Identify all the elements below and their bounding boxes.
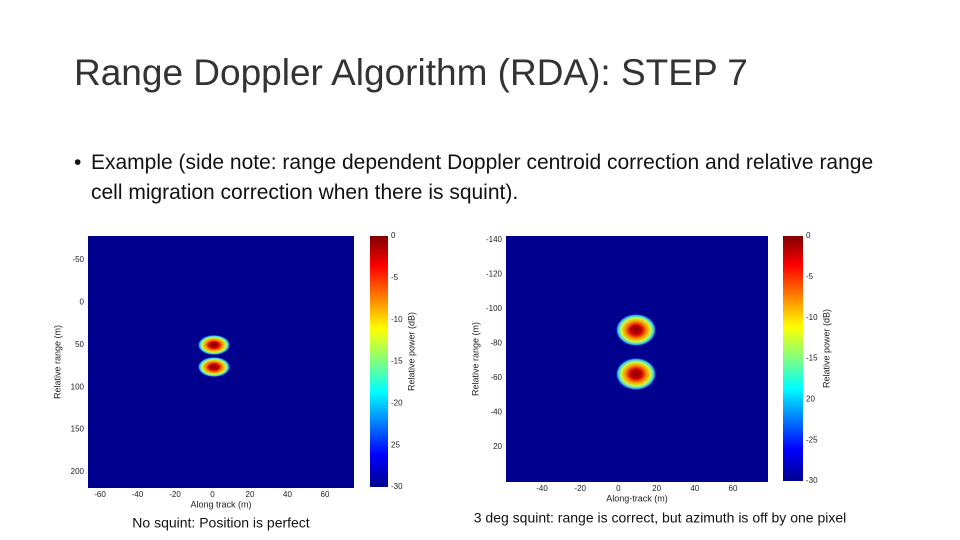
colorbar-tick-label: -10 [806, 313, 818, 322]
y-axis-label: Relative range (m) [470, 322, 480, 396]
x-tick-label: 20 [652, 484, 661, 493]
x-axis-label: Along-track (m) [606, 493, 668, 503]
y-tick-label: 50 [75, 340, 84, 349]
colorbar-tick-label: -10 [391, 315, 403, 324]
y-axis-label: Relative range (m) [52, 325, 62, 399]
x-tick-label: -20 [169, 490, 181, 499]
colorbar-tick-label: 25 [391, 440, 400, 449]
colorbar-tick-label: -30 [806, 476, 818, 485]
x-tick-label: 40 [283, 490, 292, 499]
colorbar-label: Relative power (dB) [821, 309, 831, 388]
colorbar-label: Relative power (dB) [406, 312, 416, 391]
colorbar-tick-label: -30 [391, 482, 403, 491]
slide-title: Range Doppler Algorithm (RDA): STEP 7 [74, 52, 748, 93]
colorbar-tick-label: -20 [391, 398, 403, 407]
x-tick-label: 0 [210, 490, 215, 499]
target-response [616, 314, 656, 346]
x-tick-label: 60 [729, 484, 738, 493]
x-tick-label: -60 [94, 490, 106, 499]
y-tick-label: -60 [490, 373, 502, 382]
x-tick-label: -40 [132, 490, 144, 499]
y-tick-label: 200 [71, 467, 85, 476]
colorbar-tick-label: -5 [391, 273, 399, 282]
colorbar-tick-label: 0 [391, 231, 396, 240]
x-tick-label: -20 [574, 484, 586, 493]
y-tick-label: -100 [486, 304, 503, 313]
x-tick-label: 40 [690, 484, 699, 493]
x-axis-label: Along track (m) [190, 499, 251, 509]
caption: No squint: Position is perfect [132, 515, 310, 531]
target-response [616, 358, 656, 390]
colorbar-tick-label: -15 [391, 357, 403, 366]
y-tick-label: -80 [490, 339, 502, 348]
bullet-dot: • [74, 151, 82, 174]
bullet-text: Example (side note: range dependent Dopp… [91, 151, 874, 204]
bullet: • Example (side note: range dependent Do… [74, 148, 881, 208]
colorbar-tick-label: -15 [806, 354, 818, 363]
y-tick-label: -40 [490, 408, 502, 417]
colorbar-tick-label: -5 [806, 272, 814, 281]
y-tick-label: -50 [72, 255, 84, 264]
y-tick-label: 150 [71, 425, 85, 434]
x-tick-label: 0 [616, 484, 621, 493]
y-tick-label: -140 [486, 235, 503, 244]
y-tick-label: -120 [486, 270, 503, 279]
colorbar-tick-label: -25 [806, 435, 818, 444]
colorbar [370, 236, 388, 487]
target-response [198, 335, 230, 355]
colorbar-tick-label: 0 [806, 231, 811, 240]
x-tick-label: 60 [321, 490, 330, 499]
y-tick-label: 0 [80, 298, 85, 307]
x-tick-label: 20 [246, 490, 255, 499]
x-tick-label: -40 [536, 484, 548, 493]
colorbar [783, 236, 803, 481]
target-response [198, 357, 230, 377]
caption: 3 deg squint: range is correct, but azim… [474, 510, 847, 526]
y-tick-label: 100 [71, 382, 85, 391]
y-tick-label: 20 [493, 442, 502, 451]
colorbar-tick-label: 20 [806, 394, 815, 403]
